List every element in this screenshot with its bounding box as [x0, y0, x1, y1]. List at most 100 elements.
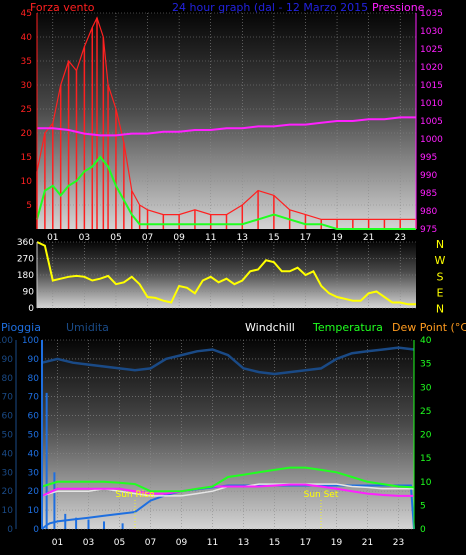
hour-tick-label: 05: [114, 538, 125, 548]
humidity-series: [41, 346, 415, 530]
hour-tick-label: 23: [394, 233, 405, 243]
hour-tick-label: 09: [173, 233, 185, 243]
hour-tick-label: 11: [207, 538, 218, 548]
pressure-line: [37, 116, 416, 137]
temperature-ticks: 0 5 10 15 20 25 30 35 40: [420, 336, 432, 535]
hour-tick-label: 03: [83, 538, 94, 548]
pressure-tick-label: 1035: [420, 9, 443, 19]
direction-series: [36, 241, 416, 306]
hour-tick-label: 21: [363, 233, 374, 243]
direction-tick-label: 180: [17, 271, 34, 281]
hour-tick-label: 19: [331, 233, 343, 243]
pressure-tick-label: 985: [420, 189, 437, 199]
hour-tick-label: 21: [362, 538, 373, 548]
temperature-tick-label: 25: [420, 407, 431, 417]
rain-tick-label: 20: [28, 487, 40, 497]
direction-tick-label: 360: [17, 238, 34, 248]
pressure-title: Pressione: [372, 1, 425, 14]
humidity-tick-label: 20: [2, 487, 14, 497]
dewpoint-title: Dew Point (°C): [392, 321, 466, 334]
rain-tick-label: 0: [33, 525, 39, 535]
pressure-tick-label: 1005: [420, 117, 443, 127]
temperature-tick-label: 0: [420, 525, 426, 535]
pressure-tick-label: 980: [420, 207, 437, 217]
graph-title: 24 hour graph (dal - 12 Marzo 2015: [172, 1, 368, 14]
hour-tick-label: 11: [205, 233, 216, 243]
humidity-tick-label: 100: [0, 336, 13, 346]
compass-label: W: [435, 254, 446, 267]
rain-tick-label: 60: [28, 412, 40, 422]
hour-tick-label: 15: [268, 233, 279, 243]
rain-tick-label: 10: [28, 506, 40, 516]
rain-title: Pioggia: [1, 321, 41, 334]
temperature-tick-label: 20: [420, 431, 432, 441]
windchill-title: Windchill: [245, 321, 295, 334]
compass-label: S: [437, 270, 444, 283]
hour-tick-label: 13: [237, 233, 248, 243]
direction-line: [36, 241, 416, 306]
pressure-tick-label: 995: [420, 153, 437, 163]
wind-ticks: 5 10 15 20 25 30 35 40 45: [21, 9, 33, 211]
rain-tick-label: 40: [28, 449, 40, 459]
pressure-tick-label: 1025: [420, 45, 443, 55]
hour-tick-label: 01: [52, 538, 63, 548]
rain-tick-label: 100: [22, 336, 39, 346]
hour-tick-label: 13: [238, 538, 249, 548]
humidity-tick-label: 60: [2, 412, 14, 422]
humidity-temperature-chart: 0010102020303040405050606070708080909010…: [0, 336, 432, 548]
hour-tick-label: 17: [300, 538, 311, 548]
temperature-tick-label: 35: [420, 360, 431, 370]
hour-tick-label: 17: [300, 233, 311, 243]
humidity-line: [41, 346, 415, 376]
hour-tick-label: 03: [79, 233, 90, 243]
direction-tick-label: 90: [23, 288, 35, 298]
hour-tick-label: 19: [331, 538, 343, 548]
temperature-tick-label: 5: [420, 501, 426, 511]
compass-label: N: [436, 238, 444, 251]
humidity-tick-label: 50: [2, 431, 14, 441]
sun-annotations: Sun Rise Sun Set: [116, 490, 339, 529]
rain-tick-label: 50: [28, 431, 40, 441]
pressure-tick-label: 1000: [420, 135, 443, 145]
temperature-title: Temperatura: [312, 321, 383, 334]
humidity-gridlines: [42, 339, 414, 530]
wind-tick-label: 30: [21, 81, 33, 91]
temperature-tick-label: 40: [420, 336, 432, 346]
compass-label: E: [437, 287, 444, 300]
humidity-tick-label: 90: [2, 355, 14, 365]
hour-tick-label: 23: [393, 538, 404, 548]
pressure-tick-label: 1010: [420, 99, 443, 109]
humidity-tick-label: 30: [2, 468, 14, 478]
wind-tick-label: 5: [26, 201, 32, 211]
humidity-ticks: 0 0 10 10 20 20 30 30 40 40 50 50 60 60 70 70 80 80 90 90 10…: [0, 336, 39, 535]
temperature-line: [41, 466, 415, 493]
humidity-hour-ticks: 01 03 05 07 09 11 13 15 17 19 21 23: [52, 538, 404, 548]
wind-tick-label: 15: [21, 153, 32, 163]
hour-tick-label: 05: [110, 233, 121, 243]
wind-tick-label: 45: [21, 9, 32, 19]
sunset-label: Sun Set: [304, 490, 339, 500]
direction-gridlines: [37, 241, 416, 309]
direction-tick-label: 270: [17, 255, 34, 265]
temperature-tick-label: 30: [420, 383, 432, 393]
rain-tick-label: 70: [28, 393, 40, 403]
average-wind-line: [36, 155, 416, 230]
humidity-tick-label: 80: [2, 374, 14, 384]
rain-tick-label: 30: [28, 468, 40, 478]
pressure-tick-label: 990: [420, 171, 437, 181]
humidity-tick-label: 70: [2, 393, 14, 403]
wind-tick-label: 35: [21, 57, 32, 67]
dewpoint-line: [41, 483, 414, 497]
wind-tick-label: 10: [21, 177, 33, 187]
wind-tick-label: 25: [21, 105, 32, 115]
temperature-tick-label: 15: [420, 454, 431, 464]
rain-tick-label: 80: [28, 374, 40, 384]
pressure-ticks: 975 980 985 990 995 1000 1005 1010 1015 1020 1025 1…: [420, 9, 443, 235]
compass-label: N: [436, 303, 444, 316]
humidity-tick-label: 40: [2, 449, 14, 459]
humidity-tick-label: 10: [2, 506, 14, 516]
temperature-tick-label: 10: [420, 478, 432, 488]
